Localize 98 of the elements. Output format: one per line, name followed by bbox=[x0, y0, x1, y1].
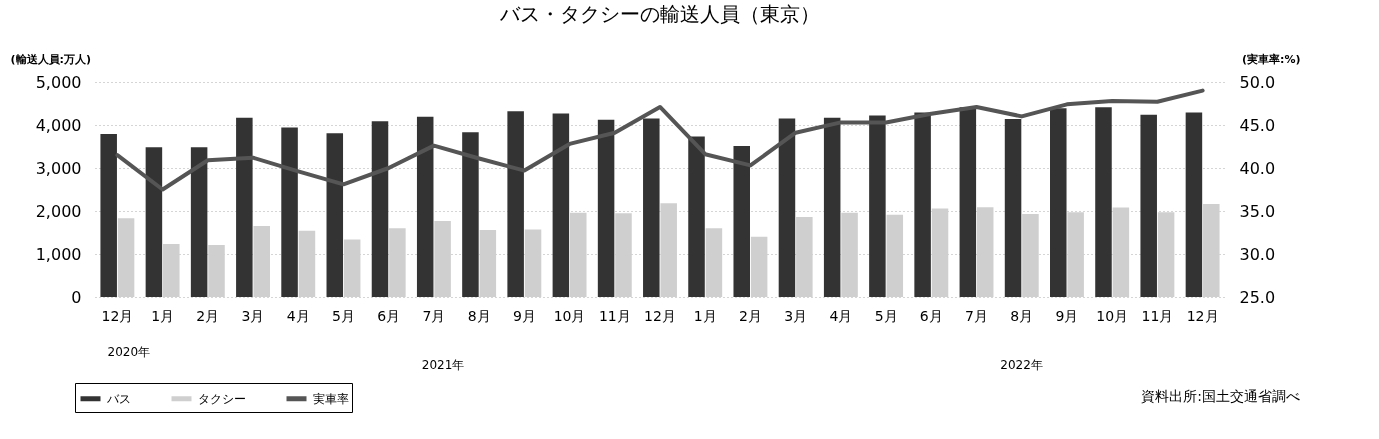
y-tick-label: 3,000 bbox=[35, 158, 82, 178]
legend-label: 実車率 bbox=[313, 391, 349, 406]
y-tick-label: 5,000 bbox=[35, 72, 82, 92]
y2-tick-label: 45.0 bbox=[1239, 115, 1276, 135]
bar bbox=[343, 239, 361, 297]
y2-tick-label: 40.0 bbox=[1239, 158, 1276, 178]
x-tick-label: 1月 bbox=[151, 307, 175, 324]
y-axis-title: (輸送人員:万人) bbox=[10, 52, 91, 66]
bar bbox=[1004, 118, 1022, 297]
bar bbox=[1112, 207, 1130, 297]
bar bbox=[1185, 112, 1203, 297]
x-tick-label: 6月 bbox=[919, 307, 943, 324]
x-tick-label: 8月 bbox=[467, 307, 491, 324]
x-tick-label: 2月 bbox=[738, 307, 762, 324]
bar bbox=[1050, 108, 1067, 297]
bar bbox=[959, 107, 977, 297]
y2-tick-label: 35.0 bbox=[1239, 201, 1276, 221]
bar bbox=[778, 118, 796, 297]
bar bbox=[208, 244, 225, 297]
x-tick-label: 9月 bbox=[1055, 307, 1079, 324]
bar bbox=[597, 119, 615, 297]
text: 2020年 bbox=[107, 345, 151, 359]
x-tick-label: 8月 bbox=[1010, 307, 1034, 324]
bar bbox=[733, 146, 750, 297]
bar bbox=[253, 226, 270, 297]
x-tick-label: 3月 bbox=[241, 307, 265, 324]
bar bbox=[389, 228, 406, 297]
bar bbox=[796, 217, 813, 297]
bar bbox=[750, 236, 768, 297]
bar bbox=[145, 147, 163, 297]
bar bbox=[236, 117, 253, 297]
line-series bbox=[115, 88, 1205, 192]
bar bbox=[117, 218, 135, 297]
y2-tick-label: 50.0 bbox=[1239, 72, 1276, 92]
bar bbox=[869, 115, 886, 297]
bar bbox=[1067, 212, 1084, 297]
bar bbox=[524, 229, 542, 297]
x-tick-label: 5月 bbox=[874, 307, 898, 324]
x-tick-label: 12月 bbox=[101, 307, 134, 324]
x-tick-label: 12月 bbox=[1186, 307, 1219, 324]
text: 資料出所:国土交通省調べ bbox=[1141, 388, 1300, 404]
bar bbox=[1157, 212, 1175, 297]
bar bbox=[976, 207, 994, 297]
text: 2021年 bbox=[421, 358, 465, 372]
y-tick-label: 1,000 bbox=[35, 244, 82, 264]
x-tick-label: 10月 bbox=[553, 307, 586, 324]
legend-label: タクシー bbox=[198, 391, 246, 406]
bar bbox=[326, 133, 344, 297]
bar bbox=[552, 113, 570, 297]
y-tick-label: 4,000 bbox=[35, 115, 82, 135]
y-tick-label: 2,000 bbox=[35, 201, 82, 221]
bar bbox=[100, 134, 117, 297]
bar bbox=[1022, 214, 1039, 297]
text: 2022年 bbox=[1000, 358, 1043, 372]
y2-tick-label: 25.0 bbox=[1239, 287, 1276, 307]
x-tick-label: 2月 bbox=[196, 307, 220, 324]
bar bbox=[507, 111, 524, 297]
bar bbox=[841, 212, 858, 297]
y2-axis-title: (実車率:%) bbox=[1242, 52, 1301, 66]
bar bbox=[823, 117, 841, 297]
bar bbox=[462, 132, 479, 297]
x-tick-label: 10月 bbox=[1096, 307, 1129, 324]
x-tick-label: 7月 bbox=[965, 307, 988, 324]
bar bbox=[886, 214, 904, 297]
bar bbox=[1095, 107, 1112, 297]
x-tick-label: 11月 bbox=[1141, 307, 1174, 324]
bar bbox=[371, 121, 389, 297]
x-tick-label: 6月 bbox=[377, 307, 401, 324]
x-tick-label: 1月 bbox=[693, 307, 717, 324]
bar bbox=[615, 213, 632, 297]
bar bbox=[914, 112, 931, 297]
y2-tick-label: 30.0 bbox=[1239, 244, 1276, 264]
legend-label: バス bbox=[106, 391, 131, 406]
bar bbox=[643, 118, 660, 297]
y-tick-label: 0 bbox=[71, 287, 82, 307]
x-tick-label: 4月 bbox=[829, 307, 853, 324]
bar bbox=[1140, 114, 1157, 297]
bar bbox=[570, 212, 587, 297]
bar bbox=[1203, 204, 1220, 297]
bar bbox=[931, 208, 949, 297]
bar bbox=[688, 136, 705, 297]
bar bbox=[479, 229, 497, 297]
x-tick-label: 9月 bbox=[512, 307, 536, 324]
x-tick-label: 11月 bbox=[598, 307, 631, 324]
bar bbox=[163, 244, 180, 297]
bar bbox=[416, 116, 434, 297]
bar bbox=[281, 127, 298, 297]
x-tick-label: 3月 bbox=[784, 307, 808, 324]
x-tick-label: 12月 bbox=[644, 307, 676, 324]
bar bbox=[434, 220, 451, 297]
bar bbox=[190, 147, 208, 297]
bar bbox=[705, 228, 723, 297]
x-tick-label: 7月 bbox=[422, 307, 446, 324]
x-tick-label: 4月 bbox=[286, 307, 310, 324]
bar bbox=[298, 230, 316, 297]
x-tick-label: 5月 bbox=[332, 307, 355, 324]
chart-title: バス・タクシーの輸送人員（東京） bbox=[499, 2, 820, 26]
bar bbox=[660, 203, 677, 297]
